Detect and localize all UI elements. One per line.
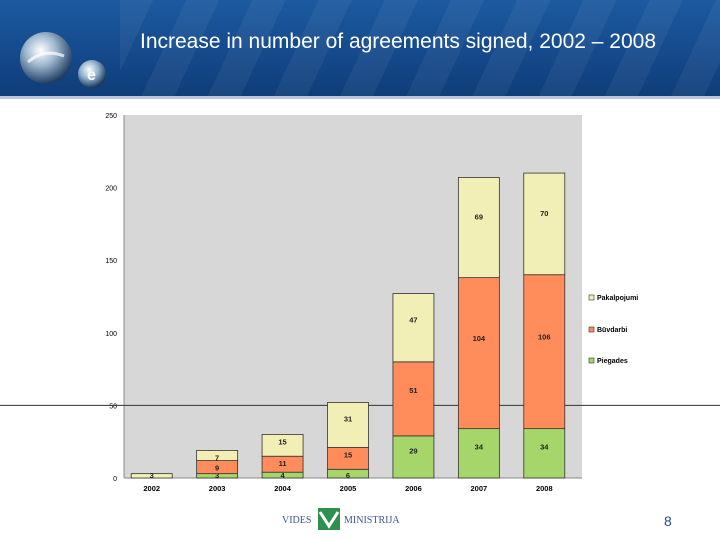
logo-right-word: MINISTRIJA <box>344 515 400 526</box>
data-label: 104 <box>473 334 486 343</box>
bar-segment <box>130 473 173 479</box>
ministry-logo: VIDES MINISTRIJA <box>282 508 400 530</box>
legend-label: Pakalpojumi <box>597 295 638 302</box>
slide-title: Increase in number of agreements signed,… <box>140 30 657 53</box>
bar-segment <box>457 428 500 479</box>
bar-segment <box>327 402 369 448</box>
bar-segment <box>196 450 239 461</box>
bar-segment <box>392 361 435 437</box>
bar-segment <box>392 435 435 479</box>
bar-segment <box>392 293 435 363</box>
bar-segment <box>523 428 566 479</box>
legend-swatch <box>588 357 595 364</box>
data-label: 4 <box>280 471 285 480</box>
data-label: 3 <box>150 471 154 480</box>
svg-text:e: e <box>87 67 96 84</box>
bar-segment <box>523 172 566 276</box>
data-label: 106 <box>538 332 551 341</box>
legend-swatch <box>588 294 595 301</box>
page-number: 8 <box>664 513 672 529</box>
y-tick-label: 150 <box>105 258 117 265</box>
bar-segment <box>457 177 500 279</box>
bar-segment <box>523 274 566 430</box>
x-tick-label: 2005 <box>340 484 357 493</box>
data-label: 15 <box>344 451 352 460</box>
data-label: 3 <box>215 471 219 480</box>
logo-left-word: VIDES <box>282 515 311 526</box>
data-label: 34 <box>475 442 484 451</box>
stacked-bar-chart: 0501001502002503200239720034111520046153… <box>0 113 720 493</box>
legend-swatch <box>588 326 595 333</box>
x-tick-label: 2003 <box>209 484 226 493</box>
x-tick-label: 2006 <box>405 484 422 493</box>
data-label: 47 <box>409 315 417 324</box>
header-divider <box>0 96 720 99</box>
data-label: 9 <box>215 464 219 473</box>
bar-segment <box>261 434 304 457</box>
data-label: 7 <box>215 453 219 462</box>
data-label: 31 <box>344 414 352 423</box>
legend-label: Piegades <box>597 358 628 365</box>
data-label: 51 <box>409 386 417 395</box>
x-tick-label: 2007 <box>471 484 488 493</box>
y-tick-label: 50 <box>109 403 117 410</box>
y-tick-label: 200 <box>105 186 117 193</box>
x-tick-label: 2002 <box>143 484 160 493</box>
y-tick-label: 100 <box>105 331 117 338</box>
data-label: 69 <box>475 213 483 222</box>
y-tick-label: 0 <box>113 476 117 483</box>
bar-segment <box>457 277 500 430</box>
data-label: 70 <box>540 209 548 218</box>
header-sheen <box>120 0 720 96</box>
header-banner: e Increase in number of agreements signe… <box>0 0 720 96</box>
data-label: 29 <box>409 447 417 456</box>
x-tick-label: 2008 <box>536 484 553 493</box>
globe-logo-icon: e <box>20 32 106 88</box>
y-tick-label: 250 <box>105 113 117 120</box>
data-label: 15 <box>278 437 286 446</box>
data-label: 34 <box>540 442 549 451</box>
legend-label: Būvdarbi <box>597 327 627 334</box>
logo-mark-icon <box>318 508 340 530</box>
x-tick-label: 2004 <box>274 484 292 493</box>
data-label: 6 <box>346 471 350 480</box>
data-label: 11 <box>279 459 287 468</box>
